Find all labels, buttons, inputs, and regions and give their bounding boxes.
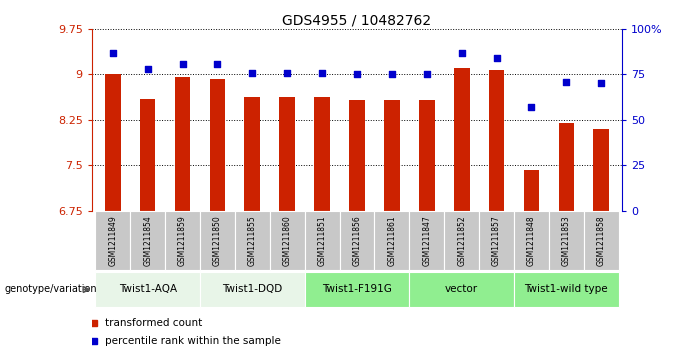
Point: [561, 79, 572, 85]
Point: [107, 50, 118, 56]
Point: [177, 61, 188, 66]
Bar: [270, 211, 305, 270]
Text: GSM1211848: GSM1211848: [527, 215, 536, 266]
Bar: [349, 100, 365, 211]
Point: [456, 50, 467, 56]
Text: GSM1211858: GSM1211858: [597, 215, 606, 266]
Bar: [245, 97, 260, 211]
Text: GSM1211860: GSM1211860: [283, 215, 292, 266]
Bar: [584, 211, 619, 270]
Text: GSM1211853: GSM1211853: [562, 215, 571, 266]
Bar: [375, 211, 409, 270]
Text: GSM1211851: GSM1211851: [318, 215, 326, 266]
Bar: [305, 272, 409, 307]
Point: [212, 61, 223, 66]
Text: Twist1-DQD: Twist1-DQD: [222, 285, 282, 294]
Bar: [409, 211, 444, 270]
Point: [282, 70, 292, 76]
Bar: [479, 211, 514, 270]
Text: GSM1211861: GSM1211861: [388, 215, 396, 266]
Text: genotype/variation: genotype/variation: [5, 285, 97, 294]
Point: [247, 70, 258, 76]
Bar: [200, 211, 235, 270]
Point: [142, 66, 153, 72]
Bar: [305, 211, 339, 270]
Bar: [279, 97, 295, 211]
Text: GSM1211850: GSM1211850: [213, 215, 222, 266]
Bar: [235, 211, 270, 270]
Bar: [514, 272, 619, 307]
Bar: [419, 100, 435, 211]
Bar: [409, 272, 514, 307]
Bar: [200, 272, 305, 307]
Bar: [558, 123, 574, 211]
Text: GSM1211854: GSM1211854: [143, 215, 152, 266]
Point: [422, 72, 432, 77]
Bar: [209, 79, 225, 211]
Text: transformed count: transformed count: [105, 318, 203, 329]
Text: percentile rank within the sample: percentile rank within the sample: [105, 337, 281, 346]
Point: [317, 70, 328, 76]
Bar: [384, 100, 400, 211]
Bar: [95, 272, 200, 307]
Point: [386, 72, 397, 77]
Bar: [339, 211, 375, 270]
Text: GSM1211849: GSM1211849: [108, 215, 117, 266]
Text: GSM1211847: GSM1211847: [422, 215, 431, 266]
Bar: [130, 211, 165, 270]
Bar: [524, 170, 539, 211]
Bar: [489, 70, 505, 211]
Bar: [105, 74, 120, 211]
Point: [352, 72, 362, 77]
Point: [596, 81, 607, 86]
Text: GSM1211856: GSM1211856: [352, 215, 362, 266]
Bar: [444, 211, 479, 270]
Bar: [165, 211, 200, 270]
Bar: [514, 211, 549, 270]
Bar: [314, 97, 330, 211]
Bar: [175, 77, 190, 211]
Bar: [549, 211, 584, 270]
Point: [491, 55, 502, 61]
Text: GSM1211855: GSM1211855: [248, 215, 257, 266]
Point: [526, 104, 537, 110]
Title: GDS4955 / 10482762: GDS4955 / 10482762: [282, 14, 432, 28]
Text: GSM1211859: GSM1211859: [178, 215, 187, 266]
Text: GSM1211852: GSM1211852: [457, 215, 466, 266]
Bar: [454, 68, 469, 211]
Bar: [95, 211, 130, 270]
Text: Twist1-F191G: Twist1-F191G: [322, 285, 392, 294]
Text: vector: vector: [445, 285, 478, 294]
Text: Twist1-wild type: Twist1-wild type: [524, 285, 608, 294]
Text: GSM1211857: GSM1211857: [492, 215, 501, 266]
Bar: [594, 129, 609, 211]
Bar: [140, 99, 156, 211]
Text: Twist1-AQA: Twist1-AQA: [118, 285, 177, 294]
